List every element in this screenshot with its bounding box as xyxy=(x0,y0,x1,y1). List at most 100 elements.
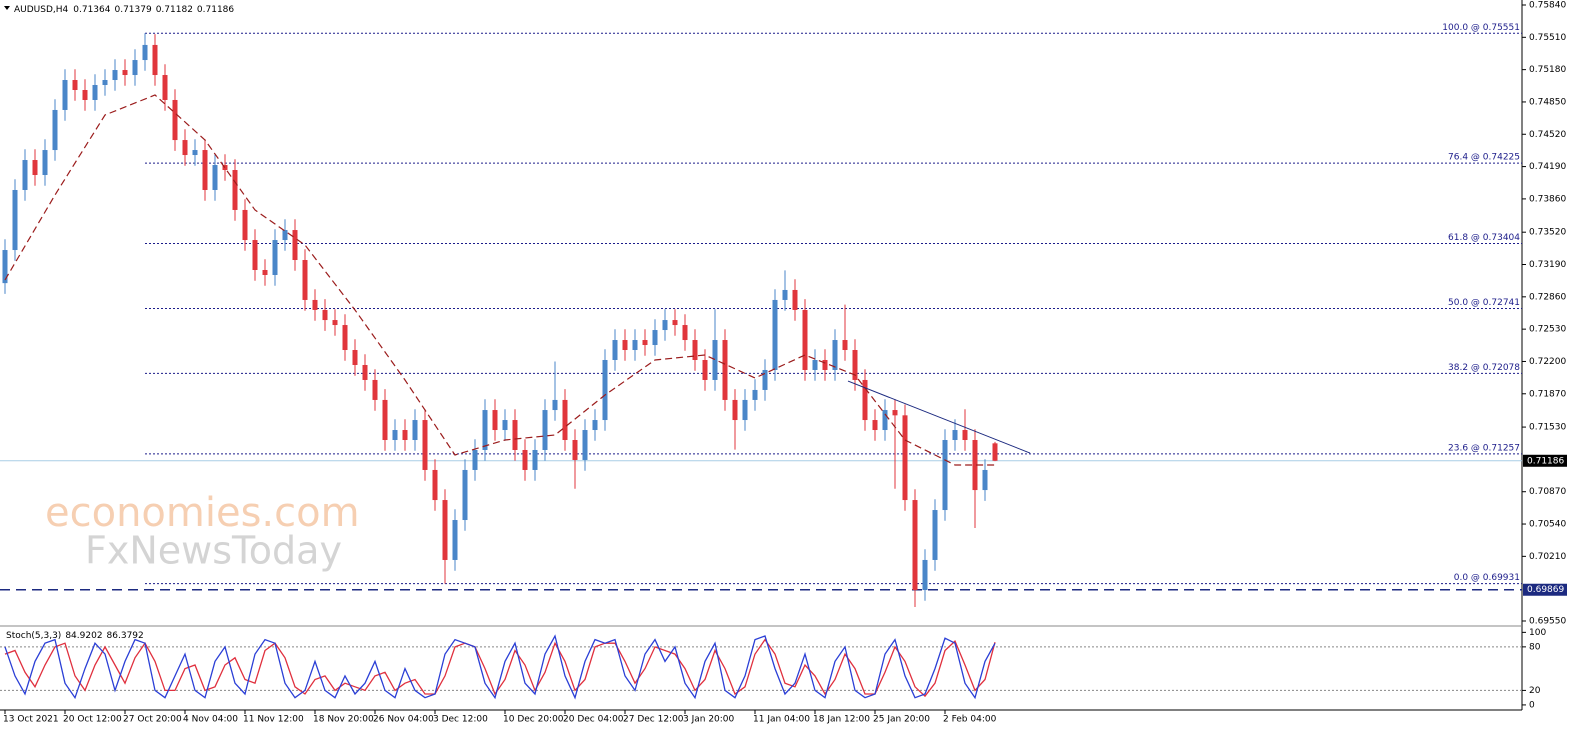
candle-body xyxy=(642,340,648,346)
x-tick-label: 3 Dec 12:00 xyxy=(433,715,488,725)
candle-body xyxy=(632,340,638,351)
candle-body xyxy=(372,379,378,400)
candle-body xyxy=(122,70,128,76)
x-tick-label: 11 Jan 04:00 xyxy=(753,715,810,725)
candle-body xyxy=(812,359,818,370)
candle-body xyxy=(132,60,138,76)
candle-body xyxy=(572,440,578,460)
candle-body xyxy=(882,410,888,431)
y-tick-label: 0.69550 xyxy=(1529,616,1566,626)
candle-body xyxy=(832,340,838,370)
candle-body xyxy=(522,449,528,470)
y-tick-label: 0.70540 xyxy=(1529,520,1566,530)
y-tick-label: 0.73860 xyxy=(1529,194,1566,204)
y-tick-label: 0.73190 xyxy=(1529,260,1566,270)
x-tick-label: 13 Oct 2021 xyxy=(3,715,59,725)
candle-body xyxy=(722,340,728,400)
y-tick-label: 0 xyxy=(1529,700,1535,710)
x-tick-label: 20 Oct 12:00 xyxy=(63,715,122,725)
candle-body xyxy=(32,160,38,176)
y-tick-label: 0.74850 xyxy=(1529,97,1566,107)
candle-body xyxy=(892,410,898,416)
x-tick-label: 2 Feb 04:00 xyxy=(943,715,997,725)
candle-body xyxy=(472,449,478,470)
candle-body xyxy=(502,420,508,431)
symbol: AUDUSD,H4 xyxy=(14,5,69,15)
y-tick-label: 0.70870 xyxy=(1529,487,1566,497)
candle-body xyxy=(582,430,588,460)
fib-level-label: 23.6 @ 0.71257 xyxy=(1448,443,1520,453)
y-tick-label: 0.75180 xyxy=(1529,65,1566,75)
candle-body xyxy=(292,230,298,261)
candle-body xyxy=(272,240,278,275)
y-tick-label: 0.74190 xyxy=(1529,162,1566,172)
ohlc-open: 0.71364 xyxy=(73,5,110,15)
candle-body xyxy=(762,369,768,390)
candle-body xyxy=(452,520,458,560)
y-tick-label: 20 xyxy=(1529,686,1541,696)
y-tick-label: 0.72530 xyxy=(1529,325,1566,335)
candle-body xyxy=(672,320,678,326)
candle-body xyxy=(322,309,328,321)
moving-average xyxy=(4,94,995,466)
candle-body xyxy=(972,440,978,491)
candle-body xyxy=(62,80,68,110)
candle-body xyxy=(262,269,268,275)
candle-body xyxy=(962,430,968,441)
candle-body xyxy=(902,415,908,501)
candle-body xyxy=(702,359,708,380)
candle-body xyxy=(342,325,348,351)
candle-body xyxy=(52,109,58,151)
candle-body xyxy=(352,350,358,365)
candle-body xyxy=(162,75,168,100)
y-tick-label: 0.74520 xyxy=(1529,130,1566,140)
ohlc-close: 0.71186 xyxy=(197,5,234,15)
y-tick-label: 0.75840 xyxy=(1529,0,1566,10)
y-tick-label: 0.71870 xyxy=(1529,389,1566,399)
candle-body xyxy=(242,209,248,241)
fib-level-label: 50.0 @ 0.72741 xyxy=(1448,298,1520,308)
x-tick-label: 26 Nov 04:00 xyxy=(373,715,434,725)
candle-body xyxy=(12,189,18,251)
candle-body xyxy=(402,430,408,441)
candle-body xyxy=(932,510,938,560)
candle-body xyxy=(392,430,398,441)
candle-body xyxy=(982,469,988,491)
candle-body xyxy=(302,260,308,300)
candle-body xyxy=(852,350,858,380)
candle-body xyxy=(192,150,198,156)
candle-body xyxy=(462,469,468,521)
candle-body xyxy=(182,140,188,156)
menu-arrow[interactable] xyxy=(4,6,10,10)
candle-body xyxy=(532,449,538,470)
candle-body xyxy=(492,410,498,431)
candle-body xyxy=(312,299,318,310)
candle-body xyxy=(152,44,158,76)
candle-body xyxy=(232,170,238,210)
candle-body xyxy=(712,340,718,380)
candle-body xyxy=(82,89,88,100)
candle-body xyxy=(692,340,698,360)
candle-body xyxy=(862,379,868,421)
fib-level-label: 76.4 @ 0.74225 xyxy=(1448,153,1520,163)
candle-body xyxy=(922,559,928,591)
candle-body xyxy=(742,399,748,421)
candle-body xyxy=(442,500,448,560)
candle-body xyxy=(42,150,48,176)
x-tick-label: 18 Nov 20:00 xyxy=(313,715,374,725)
fib-level-label: 61.8 @ 0.73404 xyxy=(1448,233,1520,243)
candle-body xyxy=(662,320,668,331)
candle-body xyxy=(732,399,738,421)
ohlc-low: 0.71182 xyxy=(156,5,193,15)
candle-body xyxy=(612,340,618,360)
candle-body xyxy=(362,364,368,380)
candle-body xyxy=(172,99,178,141)
candle-body xyxy=(992,443,998,461)
x-tick-label: 25 Jan 20:00 xyxy=(873,715,930,725)
candle-body xyxy=(112,70,118,81)
candle-body xyxy=(552,399,558,411)
stoch-header: Stoch(5,3,3) 84.9202 86.3792 xyxy=(6,631,144,641)
stoch-line xyxy=(4,638,996,698)
x-tick-label: 27 Dec 12:00 xyxy=(623,715,684,725)
